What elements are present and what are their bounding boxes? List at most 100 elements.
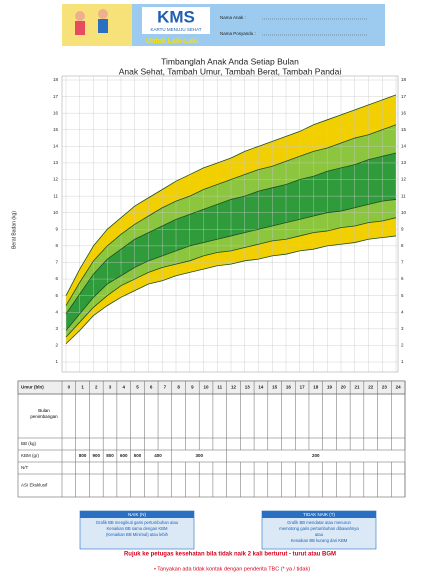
y-tick-label: 1 (55, 359, 58, 364)
kid-body (75, 21, 85, 35)
legend-box-line: Kenaikan BB kurang dari KBM (291, 538, 348, 543)
month-label: 11 (217, 385, 222, 390)
row-label: BB (kg) (21, 441, 37, 446)
y-tick-label-right: 16 (401, 110, 407, 115)
y-tick-label-right: 18 (401, 77, 407, 82)
growth-line (65, 235, 397, 345)
kid-head (98, 9, 108, 19)
kid-body (98, 19, 108, 33)
month-label: 18 (313, 385, 319, 390)
row-label: Umur (bln) (21, 385, 44, 390)
y-tick-label-right: 14 (401, 144, 407, 149)
table-frame (17, 380, 406, 498)
y-tick-label: 5 (55, 293, 58, 298)
y-tick-label-right: 6 (401, 276, 404, 281)
y-tick-label-right: 1 (401, 359, 404, 364)
y-tick-label-right: 10 (401, 210, 407, 215)
y-tick-label-right: 11 (401, 193, 406, 198)
month-label: 1 (81, 385, 84, 390)
y-tick-label: 12 (53, 177, 59, 182)
kbm-value: 800 (79, 453, 87, 458)
row-label: Bulan penimbangan (30, 408, 58, 419)
logo-box (142, 7, 210, 34)
warning: Rujuk ke petugas kesehatan bila tidak na… (124, 552, 336, 558)
logo: KMS (157, 7, 195, 26)
y-tick-label: 2 (55, 343, 58, 348)
y-tick-label-right: 12 (401, 177, 407, 182)
month-label: 24 (396, 385, 402, 390)
chart-subtitle: Anak Sehat, Tambah Umur, Tambah Berat, T… (119, 66, 342, 76)
month-label: 9 (191, 385, 194, 390)
legend-box-header (262, 511, 376, 518)
month-row-bg (17, 380, 406, 395)
month-label: 4 (122, 385, 125, 390)
y-tick-label-right: 17 (401, 94, 407, 99)
y-tick-label-right: 3 (401, 326, 404, 331)
row-label-text: Bulan penimbangan (30, 408, 58, 419)
kbm-value: 900 (93, 453, 101, 458)
kbm-value: 300 (195, 453, 203, 458)
legend-box-line: Grafik BB mendatar atau menurun (287, 520, 351, 525)
legend-box-line: memotong garis pertumbuhan dibawahnya (279, 526, 359, 531)
row-label: KBM (gr) (21, 453, 40, 458)
month-label: 16 (286, 385, 292, 390)
month-label: 20 (341, 385, 347, 390)
y-tick-label: 16 (53, 110, 59, 115)
y-tick-label: 7 (55, 260, 58, 265)
kbm-value: 500 (134, 453, 142, 458)
chart-title: Timbanglah Anak Anda Setiap Bulan (161, 56, 299, 66)
y-tick-label-right: 13 (401, 160, 407, 165)
month-label: 0 (68, 385, 71, 390)
kbm-value: 200 (312, 453, 320, 458)
kbm-value: 600 (120, 453, 128, 458)
y-tick-label: 15 (53, 127, 59, 132)
kbm-value: 400 (154, 453, 162, 458)
kid-head (75, 11, 85, 21)
month-label: 14 (258, 385, 264, 390)
kbm-value: 800 (106, 453, 114, 458)
month-label: 23 (382, 385, 388, 390)
legend-box-line: Grafik BB mengikuti garis pertumbuhan at… (96, 520, 179, 525)
row-label: ASI Eksklusif (21, 483, 48, 488)
logo-subtitle: KARTU MENUJU SEHAT (150, 27, 201, 32)
y-tick-label: 18 (53, 77, 59, 82)
question: • Tanyakan ada tidak kontak dengan pende… (154, 566, 310, 572)
month-label: 7 (164, 385, 167, 390)
month-label: 10 (204, 385, 210, 390)
month-label: 17 (300, 385, 306, 390)
y-tick-label-right: 5 (401, 293, 404, 298)
y-tick-label-right: 4 (401, 309, 404, 314)
field-label: Nama Anak : (220, 15, 246, 20)
y-tick-label: 14 (53, 144, 59, 149)
month-label: 5 (136, 385, 139, 390)
row-label: N/T (21, 465, 29, 470)
growth-line (65, 199, 397, 331)
legend-box-title: NAIK (N) (128, 512, 147, 517)
month-label: 12 (231, 385, 237, 390)
month-label: 13 (245, 385, 251, 390)
y-tick-label: 17 (53, 94, 59, 99)
y-tick-label: 11 (53, 193, 58, 198)
month-label: 15 (272, 385, 278, 390)
y-tick-label-right: 15 (401, 127, 407, 132)
gender: Untuk Laki-Laki (146, 38, 198, 45)
y-tick-label: 8 (55, 243, 58, 248)
y-tick-label-right: 9 (401, 226, 404, 231)
growth-line (65, 152, 397, 315)
month-label: 8 (177, 385, 180, 390)
y-tick-label: 3 (55, 326, 58, 331)
month-label: 6 (150, 385, 153, 390)
legend-box-title: TIDAK NAIK (T) (303, 512, 336, 517)
y-tick-label: 10 (53, 210, 59, 215)
y-tick-label: 13 (53, 160, 59, 165)
month-label: 2 (95, 385, 98, 390)
month-label: 22 (368, 385, 374, 390)
legend-box-line: (Kenaikan BB Minimal) atau lebih (106, 532, 169, 537)
month-label: 21 (354, 385, 360, 390)
table: Umur (bln) Bulan penimbangan BB (kg) KBM (g… (17, 380, 406, 498)
growth-line (65, 94, 397, 296)
y-tick-label: 9 (55, 226, 58, 231)
growth-line (65, 124, 397, 306)
field-label: Nama Posyandu : (220, 31, 256, 36)
